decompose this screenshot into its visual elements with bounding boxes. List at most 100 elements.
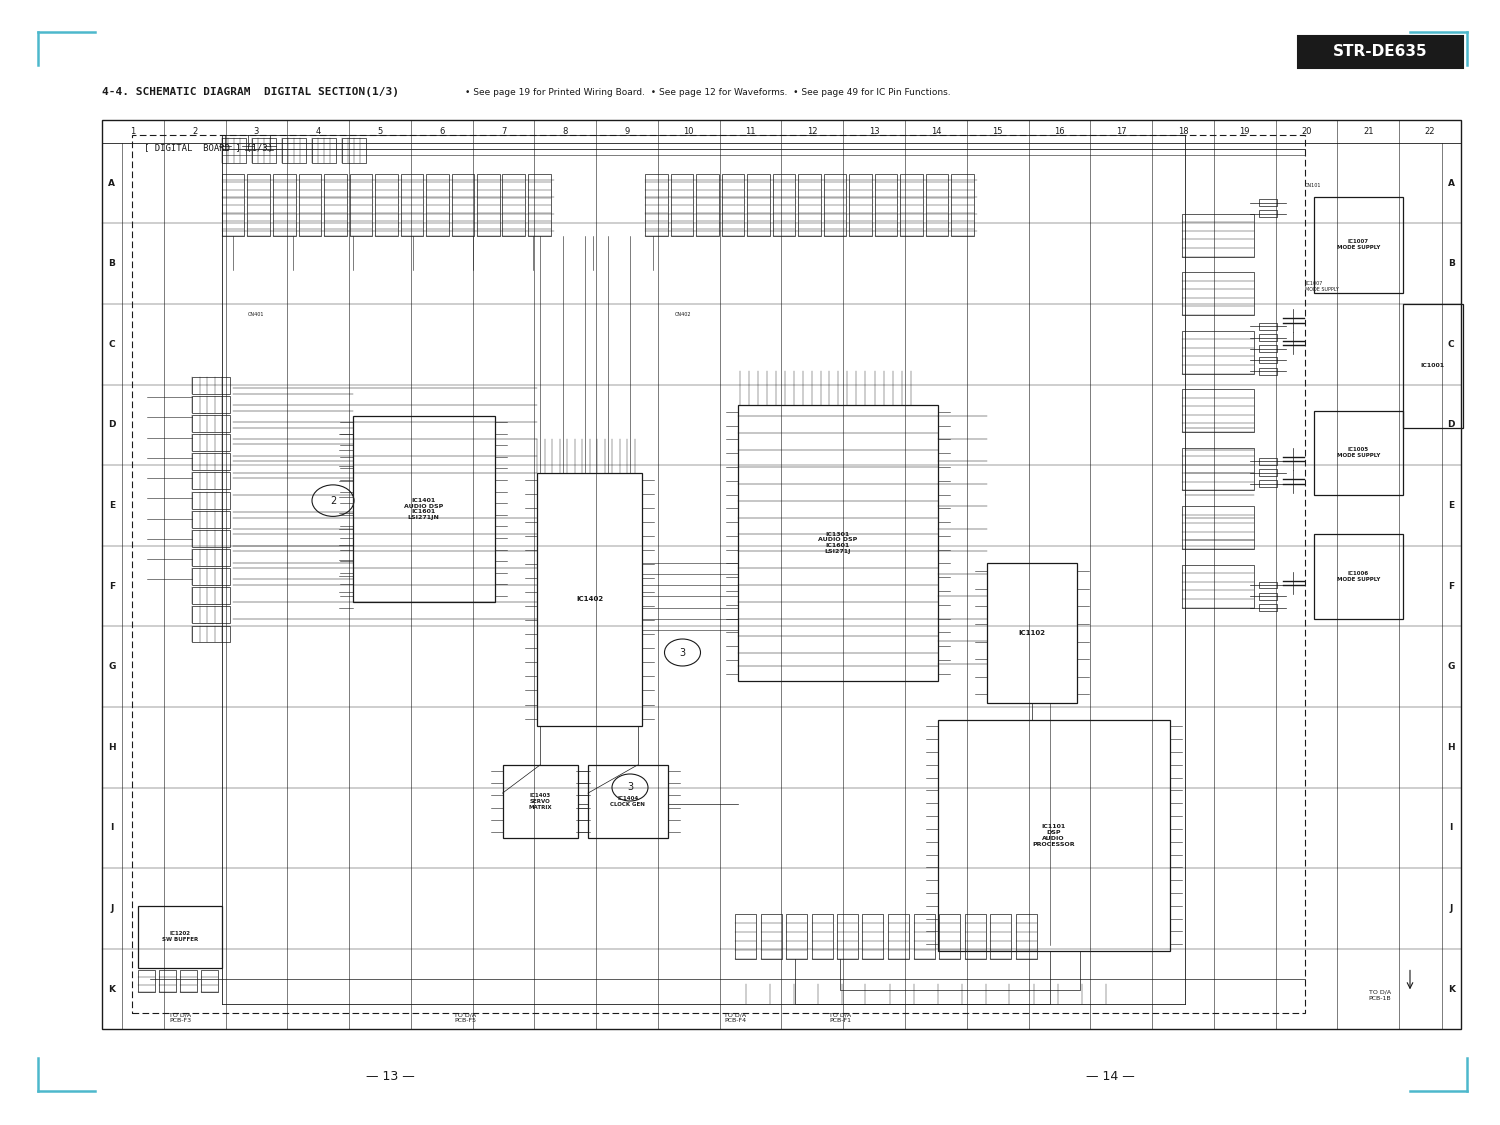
- Bar: [503, 765, 578, 838]
- Text: TO D/A
PCB-F1: TO D/A PCB-F1: [830, 1012, 850, 1024]
- Text: 9: 9: [624, 127, 630, 136]
- Text: I: I: [1449, 824, 1454, 832]
- Bar: [1258, 357, 1276, 363]
- Bar: [772, 174, 795, 236]
- Bar: [1314, 197, 1402, 292]
- Bar: [888, 914, 909, 958]
- Text: 5: 5: [378, 127, 382, 136]
- Text: 2: 2: [192, 127, 198, 136]
- Text: 6: 6: [440, 127, 444, 136]
- Bar: [1258, 480, 1276, 487]
- Bar: [192, 606, 230, 623]
- Bar: [722, 174, 744, 236]
- Text: 13: 13: [868, 127, 879, 136]
- Text: G: G: [1448, 663, 1455, 672]
- Text: C: C: [1448, 340, 1455, 349]
- Bar: [222, 174, 245, 236]
- Text: IC1007
MODE SUPPLY: IC1007 MODE SUPPLY: [1336, 240, 1380, 250]
- Text: IC1006
MODE SUPPLY: IC1006 MODE SUPPLY: [1336, 572, 1380, 582]
- Text: K: K: [108, 984, 116, 993]
- Text: IC1403
SERVO
MATRIX: IC1403 SERVO MATRIX: [528, 793, 552, 810]
- Bar: [273, 174, 296, 236]
- Bar: [1298, 36, 1462, 68]
- Text: B: B: [108, 259, 116, 268]
- Bar: [477, 174, 500, 236]
- Bar: [1258, 458, 1276, 465]
- Bar: [1182, 272, 1254, 315]
- Text: — 13 —: — 13 —: [366, 1070, 414, 1083]
- Bar: [192, 434, 230, 451]
- Bar: [696, 174, 718, 236]
- Text: TO D/A
PCB-F5: TO D/A PCB-F5: [454, 1012, 476, 1024]
- Bar: [102, 120, 1461, 1029]
- Bar: [201, 970, 217, 992]
- Text: IC1005
MODE SUPPLY: IC1005 MODE SUPPLY: [1336, 448, 1380, 458]
- Text: G: G: [108, 663, 116, 672]
- Bar: [138, 906, 222, 967]
- Bar: [252, 138, 276, 163]
- Bar: [1314, 411, 1402, 495]
- Text: 12: 12: [807, 127, 818, 136]
- Text: TO D/A
PCB-1B: TO D/A PCB-1B: [1368, 990, 1392, 1001]
- Bar: [298, 174, 321, 236]
- Text: 2: 2: [330, 496, 336, 505]
- Bar: [352, 416, 495, 602]
- Text: 21: 21: [1364, 127, 1374, 136]
- Bar: [192, 568, 230, 585]
- Bar: [159, 970, 176, 992]
- Text: IC1102: IC1102: [1019, 630, 1046, 636]
- Text: H: H: [1448, 742, 1455, 752]
- Text: E: E: [108, 501, 116, 510]
- Bar: [990, 914, 1011, 958]
- Bar: [1258, 199, 1276, 206]
- Text: TO D/A
PCB-F3: TO D/A PCB-F3: [170, 1012, 190, 1024]
- Bar: [222, 138, 246, 163]
- Bar: [192, 396, 230, 413]
- Bar: [1182, 214, 1254, 256]
- Bar: [1258, 368, 1276, 375]
- Bar: [645, 174, 668, 236]
- Bar: [837, 914, 858, 958]
- Text: I: I: [110, 824, 114, 832]
- Bar: [452, 174, 474, 236]
- Text: IC1402: IC1402: [576, 596, 603, 602]
- Text: IC1001: IC1001: [1420, 363, 1444, 368]
- Bar: [375, 174, 398, 236]
- Text: 11: 11: [746, 127, 756, 136]
- Bar: [192, 415, 230, 432]
- Bar: [503, 174, 525, 236]
- Bar: [938, 720, 1170, 951]
- Bar: [824, 174, 846, 236]
- Text: K: K: [1448, 984, 1455, 993]
- Bar: [914, 914, 934, 958]
- Text: 22: 22: [1425, 127, 1436, 136]
- Bar: [1314, 534, 1402, 619]
- Bar: [900, 174, 922, 236]
- Text: 16: 16: [1054, 127, 1065, 136]
- Text: A: A: [1448, 179, 1455, 188]
- Text: A: A: [108, 179, 116, 188]
- Text: CN401: CN401: [248, 313, 264, 317]
- Bar: [1182, 506, 1254, 549]
- Text: IC1404
CLOCK GEN: IC1404 CLOCK GEN: [610, 796, 645, 807]
- Bar: [312, 138, 336, 163]
- Bar: [1182, 389, 1254, 432]
- Bar: [350, 174, 372, 236]
- Text: IC1401
AUDIO DSP
IC1601
LSI271JN: IC1401 AUDIO DSP IC1601 LSI271JN: [404, 498, 444, 520]
- Bar: [926, 174, 948, 236]
- Text: F: F: [108, 582, 116, 591]
- Bar: [180, 970, 196, 992]
- Text: CN101: CN101: [1305, 183, 1322, 188]
- Bar: [192, 377, 230, 394]
- Text: IC1301
AUDIO DSP
IC1601
LSI271J: IC1301 AUDIO DSP IC1601 LSI271J: [818, 532, 858, 554]
- Bar: [812, 914, 832, 958]
- Bar: [426, 174, 448, 236]
- Bar: [400, 174, 423, 236]
- Text: 3: 3: [627, 783, 633, 792]
- Text: 8: 8: [562, 127, 568, 136]
- Bar: [1258, 323, 1276, 330]
- Text: 10: 10: [684, 127, 694, 136]
- Bar: [939, 914, 960, 958]
- Text: B: B: [1448, 259, 1455, 268]
- Bar: [1258, 469, 1276, 476]
